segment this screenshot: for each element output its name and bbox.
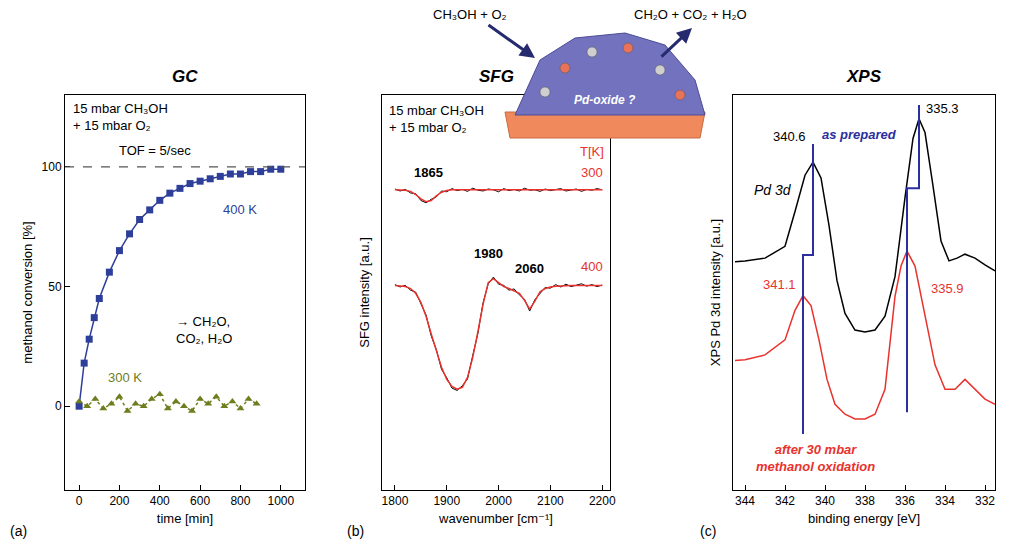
svg-text:1980: 1980 bbox=[474, 246, 503, 261]
svg-text:1000: 1000 bbox=[267, 494, 294, 508]
svg-text:300 K: 300 K bbox=[108, 370, 142, 385]
svg-text:methanol conversion [%]: methanol conversion [%] bbox=[20, 221, 35, 363]
svg-text:800: 800 bbox=[230, 494, 250, 508]
svg-text:SFG intensity [a.u.]: SFG intensity [a.u.] bbox=[357, 237, 372, 348]
svg-text:→ CH₂O,CO₂, H₂O: → CH₂O,CO₂, H₂O bbox=[176, 314, 232, 346]
svg-text:XPS Pd 3d intensity [a.u.]: XPS Pd 3d intensity [a.u.] bbox=[708, 219, 723, 366]
svg-text:15 mbar CH₃OH+ 15 mbar O₂: 15 mbar CH₃OH+ 15 mbar O₂ bbox=[73, 101, 168, 133]
svg-text:100: 100 bbox=[42, 160, 62, 174]
svg-text:334: 334 bbox=[935, 494, 955, 508]
svg-text:300: 300 bbox=[581, 165, 603, 180]
svg-text:after 30 mbarmethanol oxidatio: after 30 mbarmethanol oxidation bbox=[756, 442, 875, 474]
svg-text:binding energy [eV]: binding energy [eV] bbox=[808, 511, 920, 526]
svg-text:2000: 2000 bbox=[485, 494, 512, 508]
svg-text:50: 50 bbox=[48, 280, 62, 294]
svg-text:as prepared: as prepared bbox=[822, 127, 897, 142]
svg-text:1865: 1865 bbox=[414, 165, 443, 180]
svg-text:SFG: SFG bbox=[479, 67, 514, 86]
svg-text:(a): (a) bbox=[10, 523, 27, 539]
svg-text:335.9: 335.9 bbox=[931, 281, 964, 296]
svg-text:15 mbar CH₃OH+ 15 mbar O₂: 15 mbar CH₃OH+ 15 mbar O₂ bbox=[389, 103, 484, 135]
svg-text:400: 400 bbox=[150, 494, 170, 508]
svg-text:CH₂O + CO₂ + H₂O: CH₂O + CO₂ + H₂O bbox=[634, 7, 747, 22]
svg-text:600: 600 bbox=[190, 494, 210, 508]
svg-text:wavenumber [cm⁻¹]: wavenumber [cm⁻¹] bbox=[438, 511, 553, 526]
svg-text:340.6: 340.6 bbox=[773, 129, 806, 144]
svg-text:332: 332 bbox=[975, 494, 995, 508]
svg-text:2200: 2200 bbox=[589, 494, 616, 508]
svg-text:2100: 2100 bbox=[537, 494, 564, 508]
svg-text:Pd-oxide ?: Pd-oxide ? bbox=[574, 93, 636, 107]
svg-text:344: 344 bbox=[735, 494, 755, 508]
svg-text:0: 0 bbox=[55, 399, 62, 413]
svg-text:XPS: XPS bbox=[846, 67, 882, 86]
svg-text:CH₃OH + O₂: CH₃OH + O₂ bbox=[433, 7, 507, 22]
svg-text:time [min]: time [min] bbox=[157, 511, 213, 526]
svg-text:342: 342 bbox=[775, 494, 795, 508]
svg-text:335.3: 335.3 bbox=[926, 101, 959, 116]
svg-text:341.1: 341.1 bbox=[763, 277, 796, 292]
svg-text:400 K: 400 K bbox=[223, 202, 257, 217]
svg-text:1800: 1800 bbox=[382, 494, 409, 508]
svg-text:200: 200 bbox=[109, 494, 129, 508]
svg-text:(c): (c) bbox=[700, 523, 716, 539]
svg-text:400: 400 bbox=[581, 259, 603, 274]
svg-text:Pd 3d: Pd 3d bbox=[754, 182, 792, 198]
svg-text:340: 340 bbox=[815, 494, 835, 508]
svg-text:0: 0 bbox=[76, 494, 83, 508]
svg-text:336: 336 bbox=[895, 494, 915, 508]
svg-text:GC: GC bbox=[172, 67, 198, 86]
svg-text:(b): (b) bbox=[347, 523, 364, 539]
svg-text:2060: 2060 bbox=[515, 261, 544, 276]
svg-text:1900: 1900 bbox=[433, 494, 460, 508]
svg-text:338: 338 bbox=[855, 494, 875, 508]
svg-text:T[K]: T[K] bbox=[580, 144, 604, 159]
svg-text:TOF = 5/sec: TOF = 5/sec bbox=[119, 143, 191, 158]
